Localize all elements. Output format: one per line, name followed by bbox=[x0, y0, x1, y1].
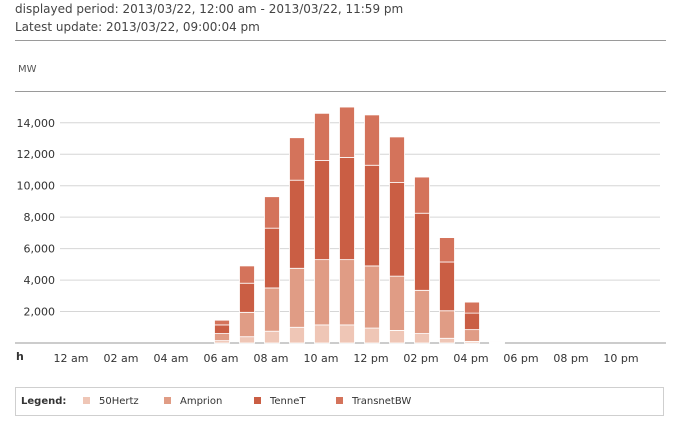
y-tick-label: 8,000 bbox=[24, 211, 56, 224]
legend: Legend: 50Hertz Amprion TenneT TransnetB… bbox=[15, 387, 664, 416]
x-tick-labels: 12 am 02 am 04 am 06 am 08 am 10 am 12 pm 02 pm… bbox=[54, 352, 639, 365]
bar-segment-amprion bbox=[214, 333, 230, 342]
bar-segment-tennet bbox=[339, 156, 355, 261]
latest-update: Latest update: 2013/03/22, 09:00:04 pm bbox=[15, 20, 260, 34]
bar-segment-transnetbw bbox=[364, 114, 380, 166]
bar-segment-tennet bbox=[214, 324, 230, 334]
bars bbox=[214, 106, 505, 344]
bar-segment-50hertz bbox=[439, 337, 455, 344]
bar-segment-50hertz bbox=[414, 333, 430, 344]
bar-segment-amprion bbox=[464, 329, 480, 342]
y-tick-label: 4,000 bbox=[24, 274, 56, 287]
bar-segment-tennet bbox=[414, 212, 430, 291]
x-tick-label: 10 pm bbox=[603, 352, 638, 365]
legend-label-50hertz: 50Hertz bbox=[99, 396, 139, 407]
bar-segment-tennet bbox=[264, 227, 280, 289]
bar-segment-transnetbw bbox=[489, 341, 505, 343]
y-axis-label: MW bbox=[18, 64, 37, 75]
bar-segment-amprion bbox=[364, 265, 380, 329]
legend-label-amprion: Amprion bbox=[180, 396, 223, 407]
bar-segment-tennet bbox=[239, 282, 255, 313]
legend-swatch-50hertz bbox=[83, 397, 90, 404]
bar-segment-tennet bbox=[289, 179, 305, 269]
y-tick-labels: 2,000 4,000 6,000 8,000 10,000 12,000 14,000 bbox=[17, 117, 56, 319]
bar-segment-transnetbw bbox=[264, 196, 280, 229]
legend-item-transnetbw: TransnetBW bbox=[336, 396, 411, 407]
bar-segment-50hertz bbox=[339, 324, 355, 344]
bar-segment-transnetbw bbox=[389, 136, 405, 183]
bar-segment-amprion bbox=[389, 275, 405, 331]
legend-item-amprion: Amprion bbox=[164, 396, 222, 407]
x-axis-label: h bbox=[16, 350, 24, 363]
bar-segment-50hertz bbox=[289, 326, 305, 344]
bar-segment-transnetbw bbox=[464, 301, 480, 314]
bar-segment-amprion bbox=[439, 310, 455, 339]
plot-top-divider bbox=[15, 91, 666, 92]
bar-segment-tennet bbox=[314, 160, 330, 261]
x-tick-label: 10 am bbox=[304, 352, 339, 365]
bar-segment-amprion bbox=[339, 259, 355, 326]
x-tick-label: 02 am bbox=[104, 352, 139, 365]
y-tick-label: 10,000 bbox=[17, 180, 56, 193]
y-tick-label: 2,000 bbox=[24, 306, 56, 319]
bar-segment-transnetbw bbox=[314, 112, 330, 161]
bar-segment-transnetbw bbox=[289, 137, 305, 181]
bar-segment-amprion bbox=[239, 311, 255, 338]
legend-swatch-amprion bbox=[164, 397, 171, 404]
bar-segment-amprion bbox=[264, 287, 280, 332]
gridlines bbox=[15, 122, 666, 344]
bar-segment-transnetbw bbox=[239, 265, 255, 284]
bar-segment-tennet bbox=[364, 164, 380, 267]
bar-segment-amprion bbox=[289, 267, 305, 328]
y-tick-label: 12,000 bbox=[17, 148, 56, 161]
bar-segment-tennet bbox=[464, 312, 480, 331]
bar-segment-transnetbw bbox=[414, 176, 430, 214]
legend-title: Legend: bbox=[21, 396, 67, 407]
bar-segment-50hertz bbox=[364, 327, 380, 344]
bar-segment-transnetbw bbox=[339, 106, 355, 158]
legend-swatch-transnetbw bbox=[336, 397, 343, 404]
y-tick-label: 14,000 bbox=[17, 117, 56, 130]
bar-segment-50hertz bbox=[264, 330, 280, 344]
y-tick-label: 6,000 bbox=[24, 243, 56, 256]
bar-segment-50hertz bbox=[239, 336, 255, 344]
legend-item-tennet: TenneT bbox=[254, 396, 306, 407]
x-tick-label: 12 am bbox=[54, 352, 89, 365]
x-tick-label: 06 pm bbox=[503, 352, 538, 365]
x-tick-label: 04 pm bbox=[453, 352, 488, 365]
bar-segment-transnetbw bbox=[214, 319, 230, 326]
bar-segment-amprion bbox=[314, 259, 330, 326]
bar-segment-tennet bbox=[389, 182, 405, 277]
bar-segment-50hertz bbox=[389, 330, 405, 344]
legend-label-transnetbw: TransnetBW bbox=[352, 396, 412, 407]
x-tick-label: 12 pm bbox=[353, 352, 388, 365]
x-tick-label: 08 am bbox=[254, 352, 289, 365]
top-divider bbox=[15, 40, 666, 41]
legend-item-50hertz: 50Hertz bbox=[83, 396, 139, 407]
bar-segment-tennet bbox=[439, 261, 455, 312]
bar-segment-50hertz bbox=[314, 324, 330, 344]
x-tick-label: 06 am bbox=[204, 352, 239, 365]
x-tick-label: 04 am bbox=[154, 352, 189, 365]
bar-segment-amprion bbox=[414, 289, 430, 334]
bar-segment-transnetbw bbox=[439, 237, 455, 263]
legend-label-tennet: TenneT bbox=[270, 396, 306, 407]
x-tick-label: 08 pm bbox=[553, 352, 588, 365]
legend-swatch-tennet bbox=[254, 397, 261, 404]
displayed-period: displayed period: 2013/03/22, 12:00 am -… bbox=[15, 2, 404, 16]
x-tick-label: 02 pm bbox=[403, 352, 438, 365]
